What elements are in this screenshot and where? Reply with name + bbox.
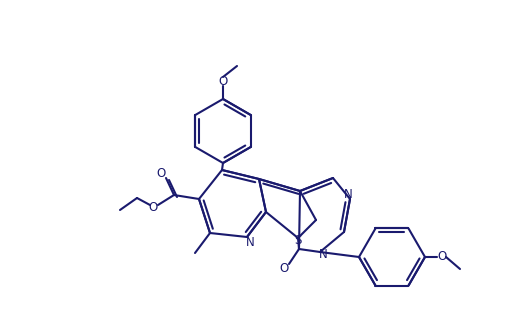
Text: O: O xyxy=(279,263,289,276)
Text: O: O xyxy=(218,74,228,88)
Text: N: N xyxy=(318,247,327,261)
Text: O: O xyxy=(148,201,158,213)
Text: O: O xyxy=(437,251,447,264)
Text: S: S xyxy=(294,233,302,246)
Text: N: N xyxy=(343,188,352,201)
Text: N: N xyxy=(246,235,254,248)
Text: O: O xyxy=(157,167,165,180)
